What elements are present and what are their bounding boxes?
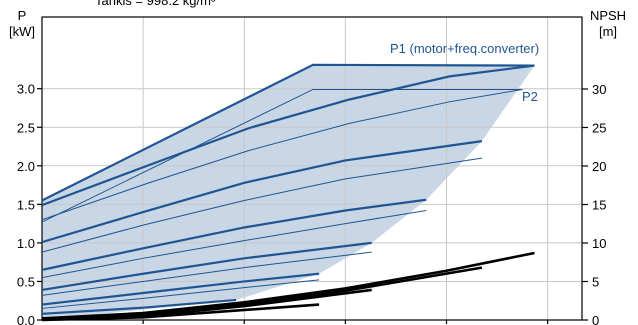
curve [41, 157, 482, 253]
operating-region [42, 64, 535, 320]
curve [41, 251, 372, 296]
curve [41, 64, 535, 207]
plot-frame [41, 16, 583, 321]
y2-tick-label: 25 [592, 120, 606, 135]
y-unit: [kW] [9, 24, 35, 39]
curve [41, 251, 535, 320]
y-tick-label: 0.5 [17, 274, 35, 289]
series-label: P2 [522, 89, 538, 104]
y-tick-label: 2.5 [17, 120, 35, 135]
curve [41, 272, 320, 306]
curve [41, 210, 427, 279]
note: Tankis = 998.2 kg/m³ [95, 0, 216, 8]
curve [41, 63, 535, 202]
y2-label: NPSH [590, 8, 626, 23]
y-tick-label: 3.0 [17, 82, 35, 97]
curve [41, 298, 237, 315]
y2-tick-label: 30 [592, 82, 606, 97]
y2-tick-label: 0 [592, 313, 599, 325]
curve [41, 241, 372, 292]
y-tick-label: 2.0 [17, 159, 35, 174]
y-tick-label: 0.0 [17, 313, 35, 325]
series-label: P1 (motor+freq.converter) [390, 41, 539, 56]
y-tick-label: 1.5 [17, 197, 35, 212]
y2-tick-label: 20 [592, 159, 606, 174]
y2-tick-label: 5 [592, 274, 599, 289]
y2-tick-label: 10 [592, 236, 606, 251]
curve [41, 303, 320, 322]
y-label: P [18, 8, 27, 23]
curve [41, 88, 523, 223]
curve [41, 140, 483, 244]
curve [41, 198, 427, 271]
y2-tick-label: 15 [592, 197, 606, 212]
curve [41, 88, 523, 221]
y2-unit: [m] [599, 24, 617, 39]
y-tick-label: 1.0 [17, 236, 35, 251]
curve [41, 279, 320, 309]
